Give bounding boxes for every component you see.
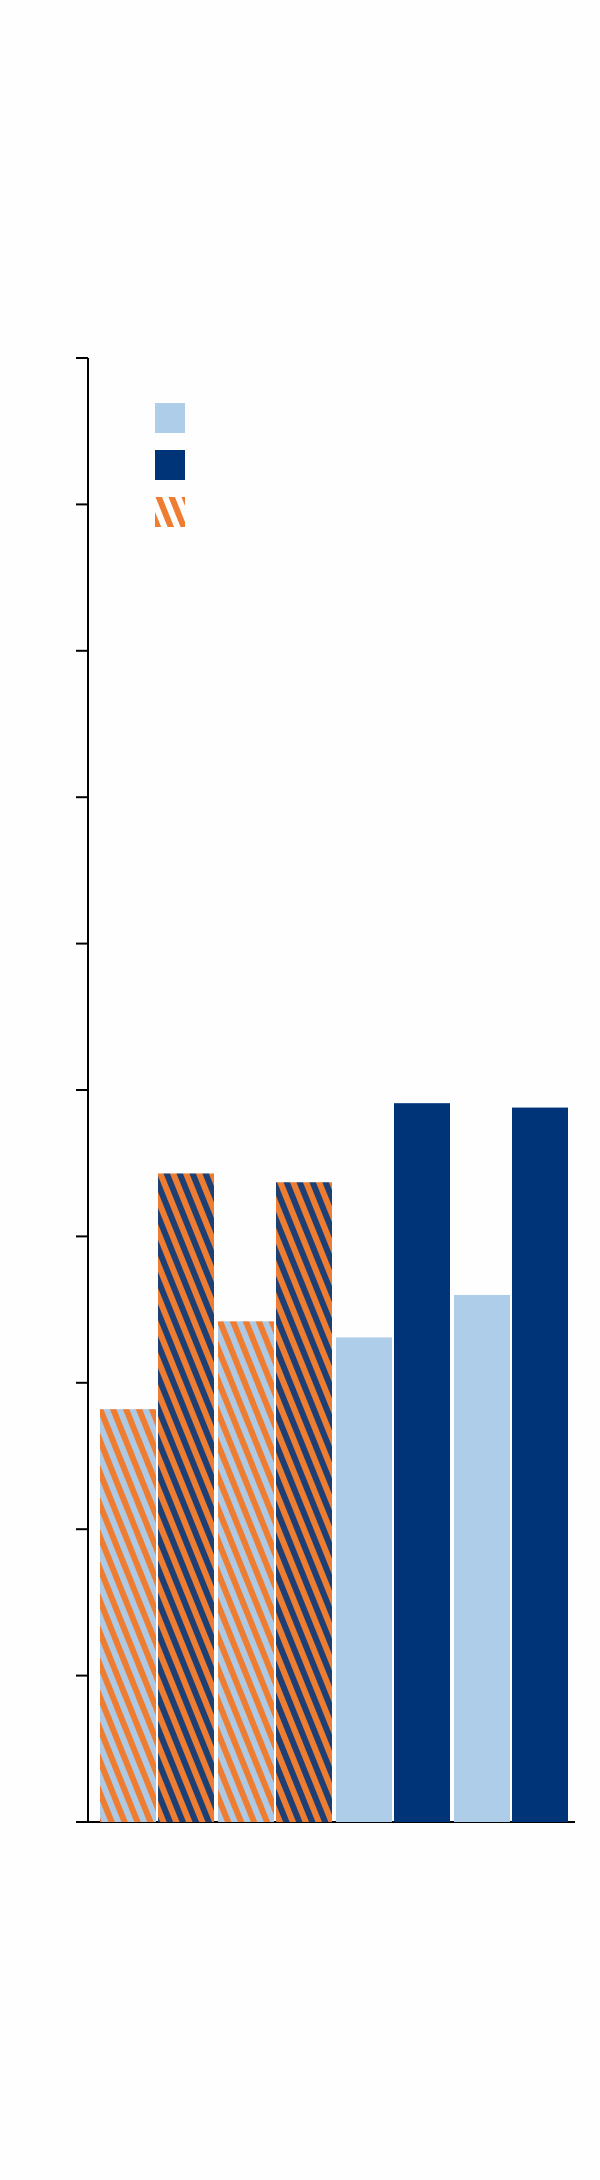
bars-layer — [100, 1103, 568, 1822]
bar-group-1-bar-2 — [158, 1173, 214, 1822]
legend-swatch-3 — [155, 497, 185, 527]
legend-swatch-2 — [155, 450, 185, 480]
bar-group-3-bar-1 — [336, 1337, 392, 1822]
bar-group-4-bar-2 — [512, 1107, 568, 1822]
bar-group-2-bar-1 — [218, 1321, 274, 1822]
bar-group-2-bar-2 — [276, 1182, 332, 1822]
bar-group-1-bar-1 — [100, 1409, 156, 1822]
legend-swatch-1 — [155, 403, 185, 433]
bar-group-4-bar-1 — [454, 1294, 510, 1822]
bar-group-3-bar-2 — [394, 1103, 450, 1822]
legend — [155, 403, 185, 527]
